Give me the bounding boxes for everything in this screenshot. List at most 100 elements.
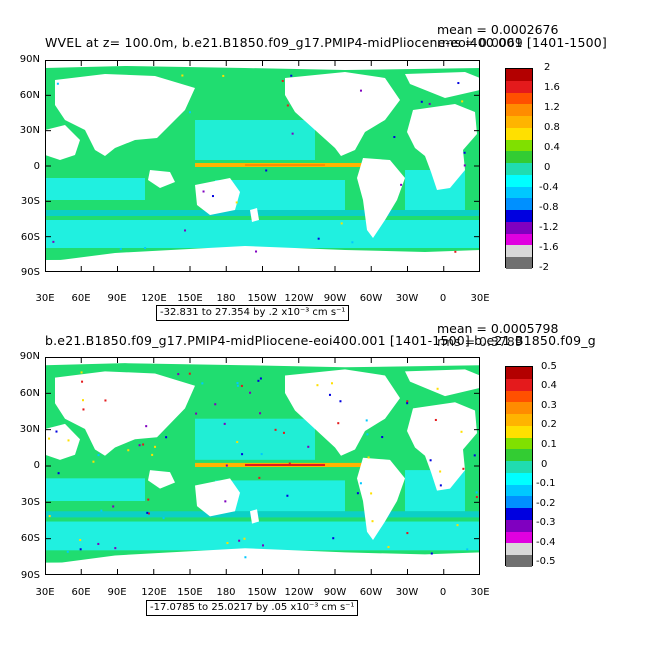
colorbar-swatch [506, 221, 532, 235]
panel-1-xtick: 90E [107, 293, 127, 304]
panel-2-colorbar-label: 0.2 [541, 419, 557, 430]
panel-1-xtick: 60E [71, 293, 91, 304]
panel-2-ytick: 30S [20, 497, 40, 508]
panel-1-colorbar-label: -1.6 [539, 242, 559, 253]
panel-1-ytick: 60N [19, 90, 40, 101]
panel-1-colorbar-label: -0.8 [539, 202, 559, 213]
panel-1-map-frame [45, 60, 480, 272]
panel-2-colorbar-label: -0.1 [536, 478, 556, 489]
panel-2-xtick: 90E [107, 587, 127, 598]
panel-1-colorbar-label: 0 [544, 162, 551, 173]
panel-2-rms: rms = 0.3789 [437, 334, 523, 349]
panel-1-xtick: 30E [470, 293, 490, 304]
colorbar-swatch [506, 116, 532, 129]
panel-1-ytick: 0 [33, 161, 40, 172]
panel-1-xtick: 120E [141, 293, 167, 304]
colorbar-swatch [506, 402, 532, 415]
colorbar-swatch [506, 210, 532, 223]
colorbar-swatch [506, 508, 532, 521]
panel-1-colorbar-label: -0.4 [539, 182, 559, 193]
panel-1-contour-info: -32.831 to 27.354 by .2 x10⁻³ cm s⁻¹ [156, 305, 350, 321]
panel-2-xtick: 30W [395, 587, 419, 598]
colorbar-swatch [506, 519, 532, 533]
panel-2-map [45, 357, 480, 575]
colorbar-swatch [506, 390, 532, 403]
panel-2-colorbar-label: -0.3 [536, 517, 556, 528]
colorbar-swatch [506, 127, 532, 141]
colorbar-swatch [506, 496, 532, 509]
panel-2-xtick: 120W [284, 587, 314, 598]
colorbar-swatch [506, 531, 532, 544]
panel-2-xtick: 30E [35, 587, 55, 598]
colorbar-swatch [506, 378, 532, 391]
panel-1-xtick: 90W [323, 293, 347, 304]
colorbar-swatch [506, 139, 532, 152]
panel-1-map [45, 60, 480, 272]
panel-1-ytick: 90N [19, 54, 40, 65]
panel-1-title: WVEL at z= 100.0m, b.e21.B1850.f09_g17.P… [45, 35, 607, 50]
panel-2-ytick: 30N [19, 424, 40, 435]
panel-1-colorbar-label: 0.8 [544, 122, 560, 133]
panel-1-ytick: 30S [20, 196, 40, 207]
colorbar-swatch [506, 233, 532, 246]
colorbar-swatch [506, 245, 532, 258]
panel-2-map-frame [45, 357, 480, 575]
panel-2-xtick: 60W [359, 587, 383, 598]
panel-1-xtick: 30W [395, 293, 419, 304]
colorbar-swatch [506, 543, 532, 556]
panel-1-mean: mean = 0.0002676 [437, 22, 559, 37]
colorbar-swatch [506, 174, 532, 188]
panel-1-colorbar-label: 1.6 [544, 82, 560, 93]
panel-1-xtick: 60W [359, 293, 383, 304]
panel-2-colorbar [505, 366, 533, 568]
panel-2-xtick: 150W [247, 587, 277, 598]
panel-2-xtick: 30E [470, 587, 490, 598]
colorbar-swatch [506, 414, 532, 427]
panel-2-mean: mean = 0.0005798 [437, 321, 559, 336]
panel-1-xtick: 0 [439, 293, 447, 304]
panel-2-colorbar-label: -0.4 [536, 537, 556, 548]
colorbar-swatch [506, 472, 532, 486]
colorbar-swatch [506, 461, 532, 474]
panel-1-colorbar-label: -1.2 [539, 222, 559, 233]
colorbar-swatch [506, 367, 532, 380]
colorbar-swatch [506, 425, 532, 439]
panel-1-colorbar-label: 1.2 [544, 102, 560, 113]
panel-1-xtick: 150E [177, 293, 203, 304]
panel-2-ytick: 60N [19, 388, 40, 399]
panel-2-colorbar-label: -0.5 [536, 556, 556, 567]
colorbar-swatch [506, 484, 532, 497]
panel-2-colorbar-label: 0.4 [541, 380, 557, 391]
colorbar-swatch [506, 92, 532, 105]
panel-2-xtick: 180 [216, 587, 236, 598]
panel-2-colorbar-label: 0.5 [541, 361, 557, 372]
panel-2-ytick: 0 [33, 460, 40, 471]
panel-2-colorbar-label: -0.2 [536, 498, 556, 509]
panel-1-xtick: 150W [247, 293, 277, 304]
panel-2-ytick: 90N [19, 351, 40, 362]
panel-1-ytick: 30N [19, 125, 40, 136]
panel-1-colorbar-label: 0.4 [544, 142, 560, 153]
panel-2-ytick: 60S [20, 533, 40, 544]
panel-1-rms: rms = 0.0069 [437, 35, 523, 50]
panel-2-xtick: 120E [141, 587, 167, 598]
colorbar-swatch [506, 186, 532, 199]
colorbar-swatch [506, 69, 532, 82]
colorbar-swatch [506, 151, 532, 164]
panel-1-ytick: 90S [20, 267, 40, 278]
panel-1-colorbar-label: -2 [539, 262, 549, 273]
colorbar-swatch [506, 437, 532, 450]
colorbar-swatch [506, 163, 532, 176]
colorbar-swatch [506, 104, 532, 117]
panel-1-ytick: 60S [20, 232, 40, 243]
panel-2-colorbar-label: 0.3 [541, 400, 557, 411]
panel-1-xtick: 30E [35, 293, 55, 304]
panel-2-title: b.e21.B1850.f09_g17.PMIP4-midPliocene-eo… [45, 333, 596, 348]
panel-1-xtick: 180 [216, 293, 236, 304]
panel-2-contour-info: -17.0785 to 25.0217 by .05 x10⁻³ cm s⁻¹ [146, 600, 359, 616]
panel-2-xtick: 0 [439, 587, 447, 598]
panel-2-xtick: 90W [323, 587, 347, 598]
panel-2-xtick: 150E [177, 587, 203, 598]
panel-2-colorbar-label: 0.1 [541, 439, 557, 450]
colorbar-swatch [506, 555, 532, 568]
